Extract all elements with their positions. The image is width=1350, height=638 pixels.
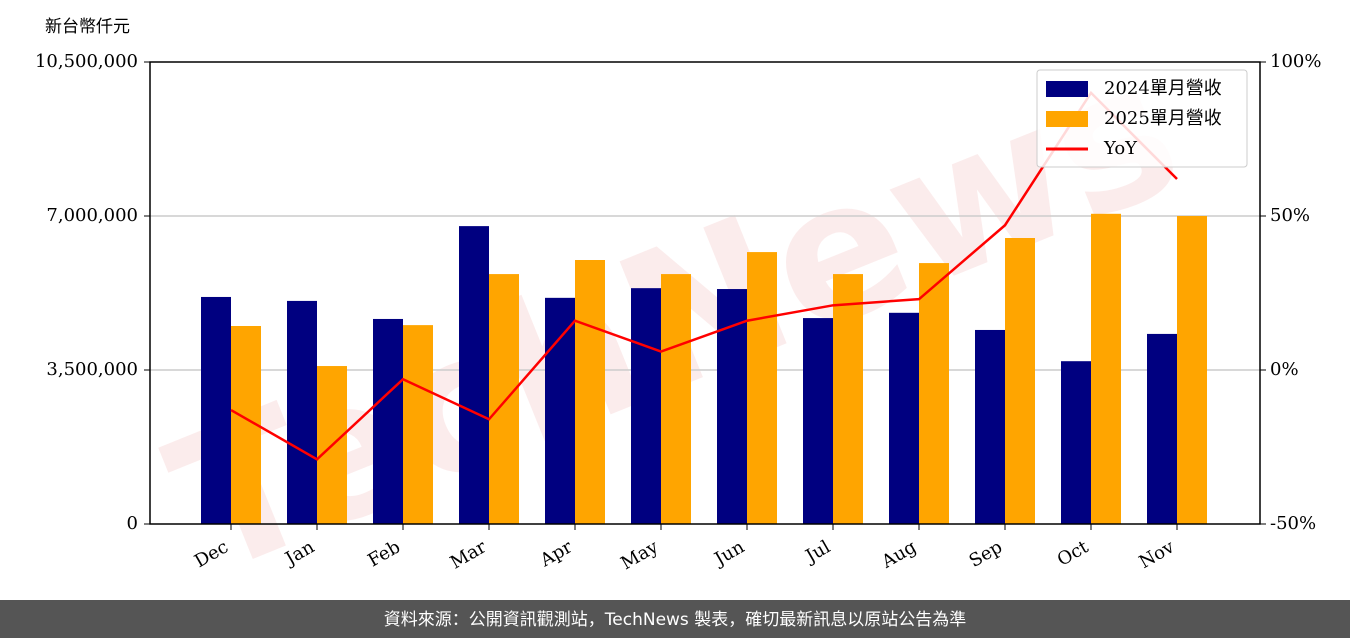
x-tick-label: Mar	[447, 536, 491, 573]
bar	[833, 274, 863, 524]
y-tick-label: 0	[127, 513, 138, 534]
x-tick-label: Apr	[536, 536, 576, 571]
bar	[717, 289, 747, 524]
line	[230, 90, 1178, 461]
legend-box	[1036, 69, 1248, 168]
legend-label: YoY	[1103, 138, 1138, 159]
x-tick-label: Oct	[1054, 536, 1093, 571]
bar	[575, 260, 605, 524]
bar	[1091, 213, 1121, 525]
footer: 資料來源：公開資訊觀測站，TechNews 製表，確切最新訊息以原站公告為準	[384, 610, 966, 630]
bar	[545, 297, 575, 524]
plot-frame	[149, 61, 1261, 525]
y2-tick-label: 100%	[1270, 51, 1321, 72]
bar	[201, 296, 231, 524]
x-tick-label: Nov	[1136, 536, 1179, 573]
bar	[661, 274, 691, 524]
x-tick-label: May	[617, 536, 662, 574]
footer-bar	[0, 600, 1350, 638]
bar	[459, 226, 489, 524]
bar	[373, 318, 403, 524]
legend-label: 2024單月營收	[1104, 78, 1222, 99]
legend-swatch	[1046, 111, 1088, 127]
bar	[1061, 361, 1091, 524]
legend-swatch	[1046, 81, 1088, 97]
bar	[287, 300, 317, 524]
y-axis-label: 新台幣仟元	[45, 17, 130, 37]
y-tick-label: 10,500,000	[35, 51, 138, 72]
legend-label: 2025單月營收	[1104, 108, 1222, 129]
bar	[975, 329, 1005, 524]
bar	[889, 312, 919, 524]
y2-tick-label: 0%	[1270, 359, 1299, 380]
x-tick-label: Aug	[877, 536, 920, 573]
bar	[1005, 238, 1035, 524]
bar	[747, 252, 777, 524]
y2-tick-label: -50%	[1270, 513, 1316, 534]
x-tick-label: Jul	[800, 536, 834, 568]
bar	[1177, 216, 1207, 524]
bar	[489, 274, 519, 524]
x-tick-label: Jun	[709, 536, 748, 571]
y2-tick-label: 50%	[1270, 205, 1310, 226]
y-tick-label: 3,500,000	[46, 359, 138, 380]
y-tick-label: 7,000,000	[46, 205, 138, 226]
bar	[403, 325, 433, 524]
bar	[1147, 333, 1177, 524]
bar	[631, 288, 661, 524]
x-tick-label: Sep	[966, 536, 1006, 571]
bar	[803, 318, 833, 524]
bar	[919, 263, 949, 524]
